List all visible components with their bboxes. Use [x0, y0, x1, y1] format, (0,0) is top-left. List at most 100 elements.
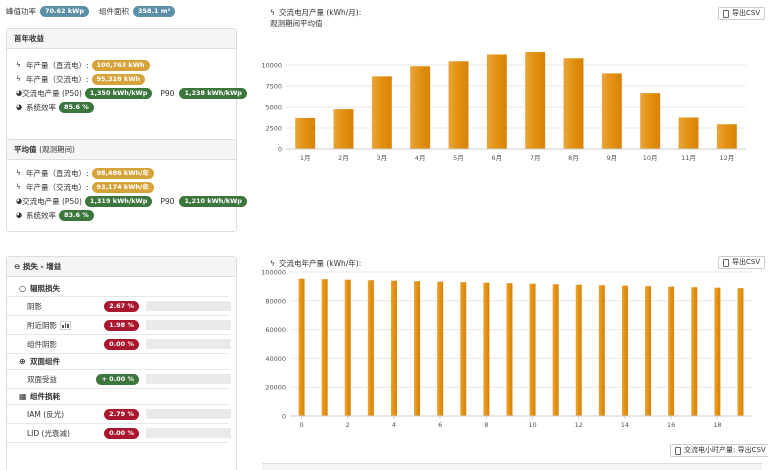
dc-yield-label: 年产量（直流电）: — [26, 60, 89, 70]
average-ac-row: ϟ 年产量（交流电）: 93,174 kWh/年 — [7, 180, 236, 194]
loss-bar — [146, 409, 231, 419]
next-panel-edge — [262, 463, 762, 470]
peak-power-label: 峰值功率 — [6, 7, 36, 16]
minus-circle-icon[interactable]: ⊖ — [14, 262, 21, 271]
grid-icon: ▦ — [19, 392, 27, 401]
x-tick-label: 10月 — [643, 154, 658, 162]
monthly-chart-subtitle: 观测期间平均值 — [270, 19, 323, 28]
first-year-dc-row: ϟ 年产量（直流电）: 100,763 kWh — [7, 58, 236, 72]
x-tick-label: 4 — [392, 421, 396, 429]
y-tick-label: 0 — [278, 146, 282, 154]
loss-value-badge: 2.67 % — [104, 300, 139, 312]
file-icon — [675, 446, 681, 455]
average-dc-row: ϟ 年产量（直流电）: 98,486 kWh/年 — [7, 166, 236, 180]
bar — [598, 285, 605, 416]
file-icon — [723, 9, 729, 18]
x-tick-label: 12 — [575, 421, 583, 429]
dc-yield-badge: 100,763 kWh — [91, 59, 150, 71]
specific-p90-badge: 1,210 kWh/kWp — [179, 195, 247, 207]
bar — [575, 284, 582, 416]
losses-header[interactable]: ⊖ 损失 - 增益 — [7, 257, 236, 277]
bar — [437, 281, 444, 416]
plus-circle-icon: ⊕ — [19, 357, 26, 366]
lightning-icon: ϟ — [16, 61, 21, 69]
loss-name: 附近阴影 — [27, 320, 57, 330]
first-year-ac-row: ϟ 年产量（交流电）: 95,328 kWh — [7, 72, 236, 86]
bar — [333, 109, 354, 149]
loss-row-module-shading: 组件阴影 0.00 % — [7, 335, 231, 354]
bar — [486, 54, 507, 149]
bar — [563, 58, 584, 149]
x-tick-label: 2 — [346, 421, 350, 429]
x-tick-label: 0 — [299, 421, 303, 429]
average-title: 平均值 (观测期间) — [7, 140, 236, 160]
bar — [414, 281, 421, 416]
bar — [410, 66, 431, 149]
p90-label: P90 — [160, 196, 175, 206]
y-tick-label: 0 — [282, 413, 286, 421]
y-tick-label: 80000 — [265, 297, 286, 305]
bar — [737, 288, 744, 416]
x-tick-label: 2月 — [338, 154, 349, 162]
lightning-icon: ϟ — [16, 75, 21, 83]
loss-row-near-shading: 附近阴影 1.98 % — [7, 316, 231, 335]
module-section-label: 组件损耗 — [30, 392, 60, 401]
y-tick-label: 5000 — [265, 104, 282, 112]
ac-yield-badge: 95,328 kWh — [91, 73, 145, 85]
bifacial-section-label: 双面组件 — [30, 357, 60, 366]
bar — [714, 287, 721, 416]
loss-row-lid: LID (光衰减) 0.00 % — [7, 424, 231, 443]
hourly-export-csv-button[interactable]: 交流电小时产量: 导出CSV — [670, 444, 768, 457]
bar — [716, 124, 737, 149]
peak-power-badge: 70.62 kWp — [40, 6, 89, 17]
loss-name: IAM (反光) — [27, 409, 65, 419]
lightning-icon: ϟ — [270, 8, 275, 17]
p90-label: P90 — [160, 88, 175, 98]
average-panel: 平均值 (观测期间) ϟ 年产量（直流电）: 98,486 kWh/年 ϟ 年产… — [6, 139, 247, 232]
loss-name: 双面受益 — [27, 374, 57, 384]
loss-bar — [146, 374, 231, 384]
x-tick-label: 12月 — [719, 154, 734, 162]
first-year-efficiency-row: ◕ 系统效率 85.6 % — [7, 100, 236, 114]
bar-chart-icon[interactable] — [60, 320, 71, 330]
y-tick-label: 100000 — [261, 269, 286, 277]
x-tick-label: 6月 — [492, 154, 503, 162]
file-icon — [723, 258, 729, 267]
x-tick-label: 4月 — [415, 154, 426, 162]
monthly-export-csv-button[interactable]: 导出CSV — [718, 7, 766, 20]
bar — [678, 117, 699, 149]
loss-row-shading: 阴影 2.67 % — [7, 297, 231, 316]
gain-value-badge: + 0.00 % — [96, 373, 139, 385]
specific-p50-badge: 1,350 kWh/kWp — [84, 87, 153, 99]
average-specific-row: ◕ 交流电产量 (P50) 1,319 kWh/kWp P90 1,210 kW… — [7, 194, 247, 208]
gauge-icon: ◕ — [16, 197, 23, 205]
loss-value-badge: 0.00 % — [104, 338, 139, 350]
annual-export-csv-button[interactable]: 导出CSV — [718, 256, 766, 269]
specific-yield-label: 交流电产量 (P50) — [22, 196, 82, 206]
specific-yield-label: 交流电产量 (P50) — [22, 88, 82, 98]
circle-icon: ○ — [19, 284, 26, 293]
bar — [645, 286, 652, 416]
loss-value-badge: 1.98 % — [104, 319, 139, 331]
bar — [344, 279, 351, 416]
dc-yield-badge: 98,486 kWh/年 — [91, 167, 154, 179]
specific-p90-badge: 1,238 kWh/kWp — [179, 87, 247, 99]
loss-bar — [146, 339, 231, 349]
x-tick-label: 16 — [667, 421, 675, 429]
loss-name: LID (光衰减) — [27, 428, 70, 438]
bar — [529, 283, 536, 416]
average-title-note: (观测期间) — [39, 145, 75, 154]
bar — [460, 282, 467, 416]
export-csv-label: 导出CSV — [732, 9, 761, 17]
bar — [668, 286, 675, 416]
x-tick-label: 14 — [621, 421, 629, 429]
gauge-icon: ◕ — [16, 89, 23, 97]
loss-name: 阴影 — [27, 301, 42, 311]
bar — [321, 279, 328, 416]
average-efficiency-row: ◕ 系统效率 83.6 % — [7, 208, 236, 222]
losses-panel: ⊖ 损失 - 增益 ○ 辐照损失 阴影 2.67 % 附近阴影 1.98 % 组… — [6, 256, 237, 470]
loss-value-badge: 2.79 % — [104, 408, 139, 420]
bar — [601, 73, 622, 149]
bar — [621, 285, 628, 416]
x-tick-label: 8月 — [568, 154, 579, 162]
